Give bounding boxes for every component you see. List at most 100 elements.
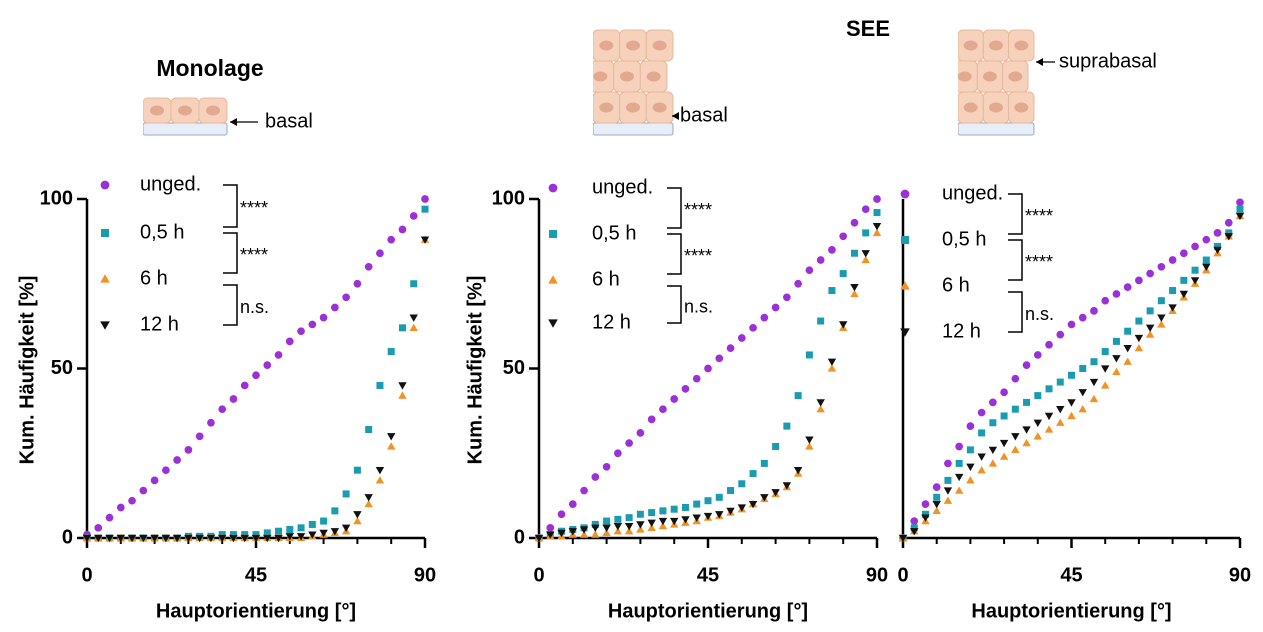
data-point <box>944 476 952 484</box>
significance-bracket <box>1008 291 1023 333</box>
data-point <box>410 280 418 288</box>
cartoon-nucleus <box>593 71 608 82</box>
data-point <box>263 534 272 543</box>
data-point <box>341 524 351 533</box>
arrow-head <box>1036 58 1043 66</box>
data-point <box>624 527 634 535</box>
data-point <box>839 270 847 278</box>
data-point <box>760 494 769 502</box>
data-point <box>387 235 396 244</box>
data-point <box>568 528 577 536</box>
data-point <box>771 303 780 312</box>
data-point <box>921 500 930 508</box>
data-point <box>873 195 881 203</box>
data-point <box>173 456 181 464</box>
data-point <box>591 524 600 533</box>
data-point <box>703 512 713 521</box>
data-point <box>873 209 881 217</box>
data-point <box>977 466 986 474</box>
cartoon-nucleus <box>963 40 978 51</box>
data-point <box>319 529 328 538</box>
data-point <box>94 534 103 543</box>
data-point <box>726 344 735 353</box>
legend-label: 0,5 h <box>140 221 184 243</box>
data-point <box>805 266 814 275</box>
data-point <box>782 482 792 490</box>
data-point <box>421 205 429 213</box>
data-point <box>557 510 566 519</box>
data-point <box>297 524 305 532</box>
legend-label: 12 h <box>942 320 981 342</box>
cartoon-nucleus <box>1008 71 1023 82</box>
data-point <box>771 489 780 497</box>
data-point <box>1191 242 1199 251</box>
data-point <box>116 534 125 543</box>
data-point <box>252 371 260 380</box>
data-point <box>172 534 182 543</box>
data-point <box>1168 304 1177 312</box>
data-point <box>1146 307 1154 315</box>
data-point <box>1056 418 1065 426</box>
data-point <box>658 521 668 530</box>
cartoon-nucleus <box>1014 102 1029 113</box>
legend-label: 12 h <box>140 313 179 335</box>
data-point <box>320 517 328 525</box>
data-point <box>658 517 668 526</box>
data-point <box>353 516 362 525</box>
data-point <box>579 530 589 538</box>
data-point <box>376 381 384 389</box>
data-point <box>827 358 837 366</box>
data-point <box>1191 266 1199 274</box>
data-point <box>1045 385 1053 393</box>
data-point <box>737 334 746 342</box>
data-point <box>331 507 339 515</box>
data-point <box>989 398 997 407</box>
data-point <box>1123 357 1132 365</box>
data-point <box>1022 361 1031 369</box>
significance-bracket <box>1008 239 1023 281</box>
data-point <box>1044 412 1054 421</box>
data-point <box>805 442 814 450</box>
data-point <box>670 395 679 403</box>
data-point <box>580 486 588 495</box>
data-point <box>1079 365 1087 372</box>
x-tick-label: 90 <box>414 564 436 586</box>
data-point <box>861 205 870 214</box>
data-point <box>861 250 870 258</box>
data-point <box>715 354 724 363</box>
data-point <box>591 473 600 481</box>
legend-marker <box>548 183 558 193</box>
data-point <box>636 510 644 518</box>
data-point <box>977 453 986 461</box>
cartoon-nucleus <box>652 40 667 51</box>
y-tick-label: 0 <box>514 526 525 548</box>
data-point <box>839 321 848 329</box>
data-point <box>1135 317 1143 325</box>
cartoon-clip <box>133 98 143 135</box>
legend-marker <box>900 328 910 337</box>
data-point <box>647 523 656 531</box>
data-point <box>218 534 227 543</box>
data-point <box>105 513 114 522</box>
data-point <box>195 432 204 441</box>
y-tick-label: 50 <box>503 357 525 379</box>
x-tick-label: 0 <box>897 564 908 586</box>
data-point <box>263 529 271 537</box>
data-point <box>409 212 418 220</box>
data-point <box>760 459 768 467</box>
data-point <box>1213 229 1222 237</box>
data-point <box>139 486 148 495</box>
cartoon-label: suprabasal <box>1059 50 1157 72</box>
cartoon-nucleus <box>983 71 997 82</box>
data-point <box>1169 287 1177 295</box>
data-point <box>409 314 418 322</box>
data-point <box>1236 205 1244 213</box>
data-point <box>1056 378 1064 386</box>
data-point <box>387 348 395 356</box>
data-point <box>614 449 622 458</box>
cartoon-nucleus <box>599 40 614 51</box>
data-point <box>206 534 216 543</box>
y-tick-label: 100 <box>492 187 525 209</box>
y-axis-title: Kum. Häufigkeit [%] <box>464 276 486 465</box>
data-point <box>861 255 870 264</box>
